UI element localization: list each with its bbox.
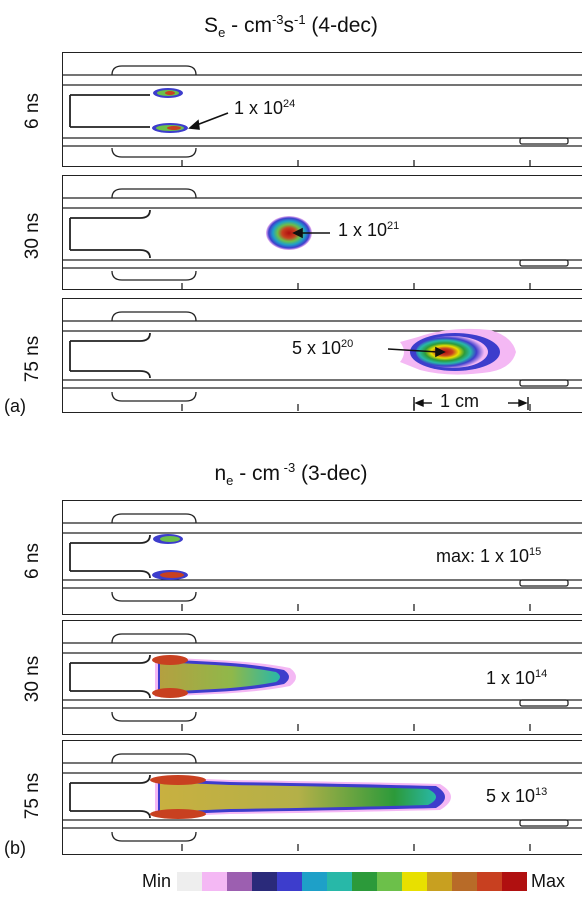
colorbar-swatch <box>202 871 228 891</box>
plasma-b2 <box>152 655 296 698</box>
colorbar-swatch <box>477 871 503 891</box>
electrode-geometry-b2 <box>62 633 582 731</box>
panel-a-row2-annotation: 1 x 1021 <box>338 220 400 240</box>
panel-b-row2-annotation: 1 x 1014 <box>486 668 548 688</box>
colorbar-swatch <box>427 871 453 891</box>
panel-a-row3-annotation: 5 x 1020 <box>292 338 354 358</box>
scale-bar-label: 1 cm <box>440 391 480 411</box>
panel-a-row2-frame <box>62 175 582 290</box>
electrode-geometry-b3 <box>62 753 582 851</box>
colorbar-min-label: Min <box>142 870 172 891</box>
panel-a-title: Se - cm-3s-1 (4-dec) <box>204 12 378 41</box>
plasma-b1 <box>152 534 188 580</box>
scale-bar <box>413 397 529 410</box>
colorbar-swatch <box>252 871 278 891</box>
electrode-geometry-a2 <box>62 188 582 290</box>
colorbar-swatch <box>377 871 403 891</box>
colorbar-max-label: Max <box>531 870 566 891</box>
colorbar: Min Max <box>142 870 565 892</box>
panel-b-title: ne - cm -3 (3-dec) <box>214 460 368 489</box>
panel-b-row3-annotation: 5 x 1013 <box>486 786 548 806</box>
panel-b-row1-annotation: max: 1 x 1015 <box>436 546 542 566</box>
colorbar-swatch <box>452 871 478 891</box>
colorbar-swatch <box>327 871 353 891</box>
colorbar-swatch <box>227 871 253 891</box>
colorbar-swatch <box>277 871 303 891</box>
plasma-a3 <box>400 328 516 375</box>
panel-b-letter: (b) <box>4 838 26 858</box>
plasma-a1 <box>152 88 188 133</box>
electrode-geometry-a3 <box>62 311 582 411</box>
electrode-geometry-b1 <box>62 513 582 611</box>
annotation-arrows <box>188 112 446 358</box>
panel-a-row3-frame <box>62 298 582 413</box>
colorbar-swatch <box>177 871 203 891</box>
plasma-a2 <box>266 216 312 250</box>
colorbar-swatch <box>402 871 428 891</box>
colorbar-swatch <box>502 871 528 891</box>
panel-b-row1-frame <box>62 500 582 615</box>
panel-b-row2-frame <box>62 620 582 735</box>
colorbar-swatch <box>302 871 328 891</box>
panel-a-row1-frame <box>62 52 582 167</box>
electrode-geometry-a1 <box>62 65 582 167</box>
panel-a-letter: (a) <box>4 396 26 416</box>
plasma-b3 <box>150 775 451 819</box>
panel-a-row1-annotation: 1 x 1024 <box>234 98 296 118</box>
panel-b-row3-frame <box>62 740 582 855</box>
colorbar-swatches <box>177 871 528 891</box>
colorbar-swatch <box>352 871 378 891</box>
